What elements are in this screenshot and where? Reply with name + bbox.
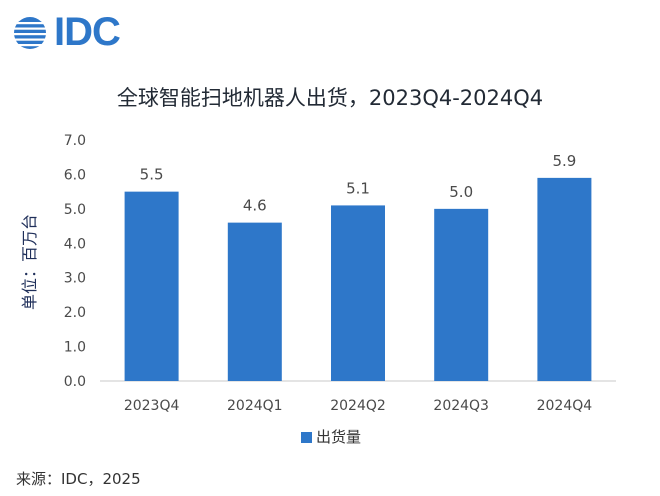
data-label: 4.6 xyxy=(243,197,267,215)
y-tick-label: 0.0 xyxy=(64,374,86,390)
bar-2024Q3 xyxy=(434,208,489,381)
x-tick-label: 2023Q4 xyxy=(124,398,180,414)
y-tick-label: 6.0 xyxy=(64,167,86,183)
data-label: 5.9 xyxy=(552,152,576,170)
y-tick-label: 2.0 xyxy=(64,305,86,321)
y-axis-label: 单位：百万台 xyxy=(20,214,39,310)
x-tick-label: 2024Q3 xyxy=(433,398,489,414)
data-label: 5.1 xyxy=(346,179,370,197)
y-tick-label: 4.0 xyxy=(64,236,86,252)
x-tick-label: 2024Q1 xyxy=(227,398,283,414)
bars xyxy=(124,177,592,381)
data-label: 5.5 xyxy=(140,166,164,184)
legend-label: 出货量 xyxy=(316,428,361,446)
bar-2024Q1 xyxy=(227,222,282,381)
bar-2024Q4 xyxy=(537,177,592,381)
logo-text: IDC xyxy=(54,10,121,54)
y-tick-label: 7.0 xyxy=(64,133,86,149)
legend: 出货量 xyxy=(301,428,361,446)
bar-2023Q4 xyxy=(124,191,179,381)
idc-globe-icon xyxy=(14,16,46,49)
source-note: 来源：IDC，2025 xyxy=(16,470,141,488)
x-axis-ticks: 2023Q4 2024Q1 2024Q2 2024Q3 2024Q4 xyxy=(124,398,592,414)
idc-logo: IDC xyxy=(12,10,121,55)
x-tick-label: 2024Q2 xyxy=(330,398,386,414)
y-tick-label: 5.0 xyxy=(64,202,86,218)
x-tick-label: 2024Q4 xyxy=(537,398,593,414)
data-label: 5.0 xyxy=(449,183,473,201)
chart-title: 全球智能扫地机器人出货，2023Q4-2024Q4 xyxy=(116,86,544,110)
bar-2024Q2 xyxy=(331,205,385,381)
legend-swatch xyxy=(301,432,312,443)
y-tick-label: 1.0 xyxy=(64,340,86,356)
y-axis-ticks: 0.0 1.0 2.0 3.0 4.0 5.0 6.0 7.0 xyxy=(64,133,86,390)
data-labels: 5.5 4.6 5.1 5.0 5.9 xyxy=(140,152,577,215)
y-tick-label: 3.0 xyxy=(64,271,86,287)
